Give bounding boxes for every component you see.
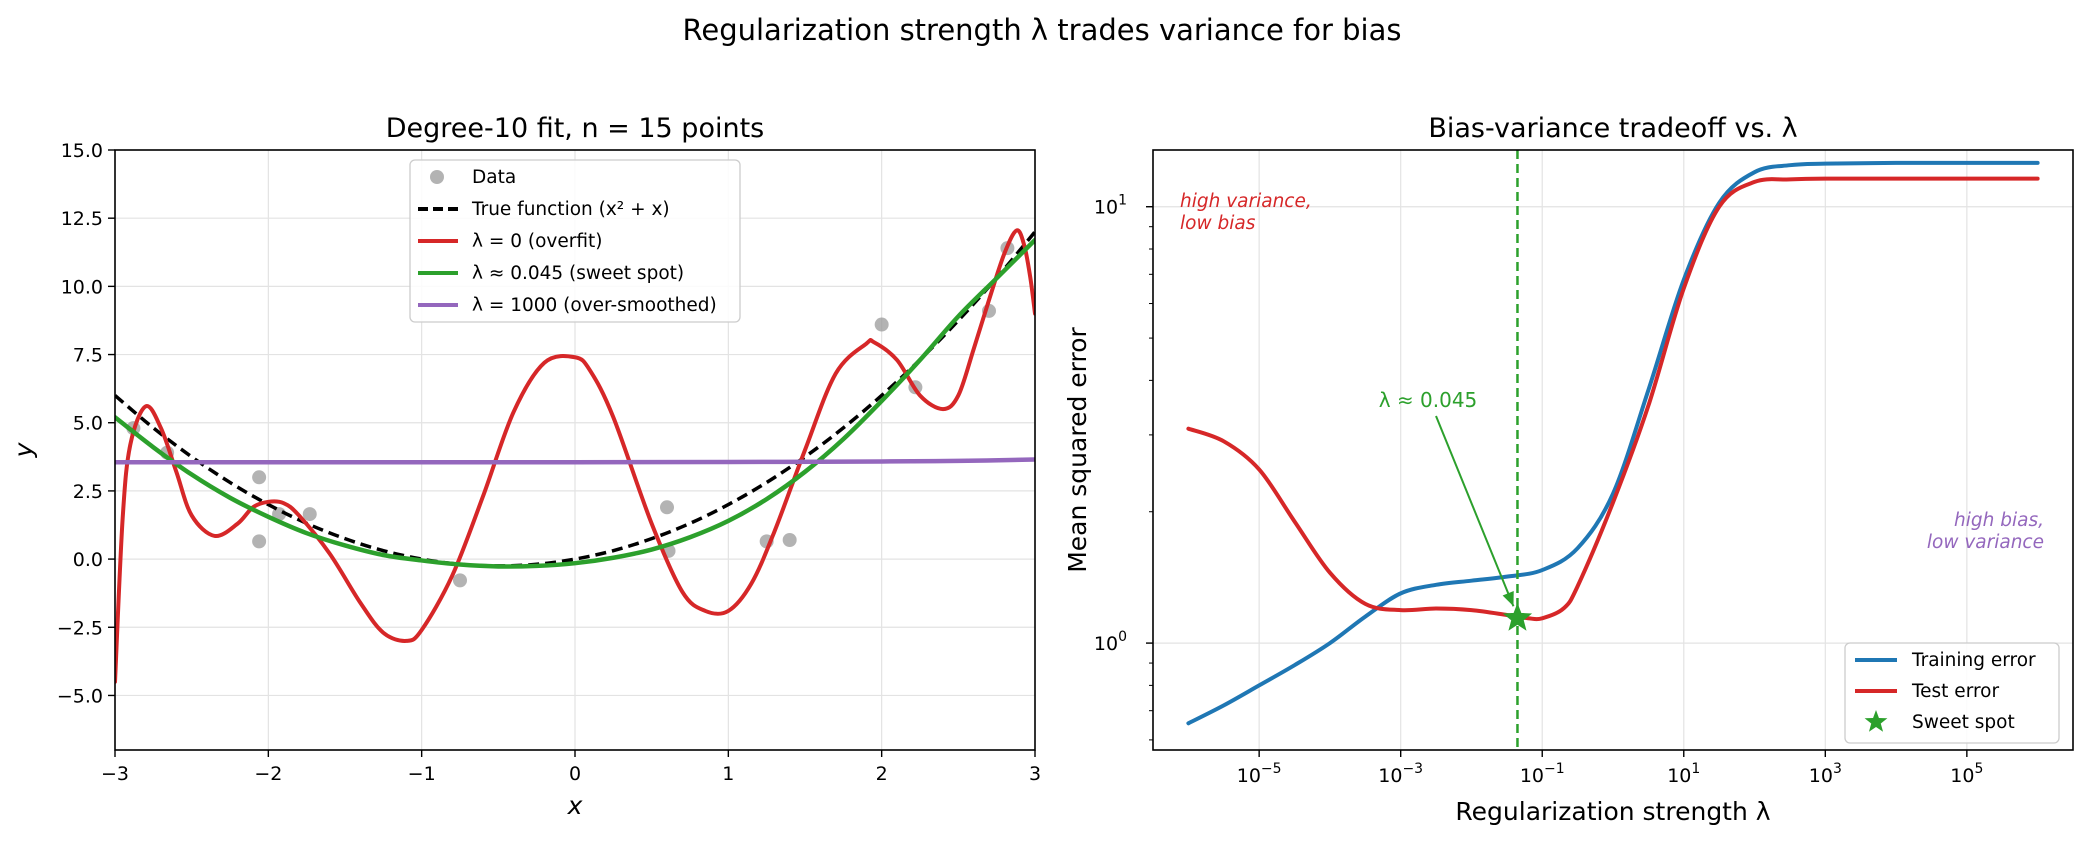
sweet-spot-arrow — [1435, 415, 1515, 607]
left-axes-frame — [114, 149, 1036, 751]
left-y-tick-label: 15.0 — [61, 140, 103, 162]
right-chart-title: Bias-variance tradeoff vs. λ — [1428, 113, 1797, 144]
right-series — [1186, 150, 2040, 750]
left-y-tick-label: −5.0 — [57, 685, 103, 707]
right-y-tick-label: 100 — [1094, 629, 1127, 655]
annotation-high-bias-line2: low variance — [1927, 532, 2044, 553]
left-chart-title: Degree-10 fit, n = 15 points — [386, 113, 764, 144]
sweet-spot-arrowhead — [1502, 591, 1514, 607]
annotation-high-bias-line1: high bias, — [1954, 510, 2044, 531]
sweet-spot-star — [1502, 602, 1533, 631]
left-y-tick-label: 12.5 — [61, 208, 103, 230]
right-y-tick-label: 101 — [1094, 193, 1127, 219]
right-x-axis-label: Regularization strength λ — [1455, 797, 1770, 826]
left-x-tick-label: −3 — [101, 763, 129, 785]
data-point — [302, 507, 317, 522]
left-x-tick-label: 0 — [569, 763, 581, 785]
overfit-line — [115, 228, 1035, 684]
data-point — [252, 534, 267, 549]
right-x-tick-label: 10−5 — [1237, 761, 1282, 787]
left-legend-box — [409, 159, 741, 323]
data-point — [453, 573, 467, 588]
left-tick-labels: −3 −2 −1 0 1 2 3 −5.0 −2.5 0.0 2.5 5.0 7.5 10.0 12.5 15… — [57, 140, 1041, 785]
test-error-line — [1186, 176, 2040, 622]
right-tick-labels: 10−5 10−3 10−1 101 103 105 100 101 — [1094, 193, 1984, 787]
left-x-axis-label: x — [567, 791, 583, 820]
figure-title: Regularization strength λ trades varianc… — [683, 13, 1402, 47]
annotation-high-variance-line1: high variance, — [1180, 191, 1312, 212]
annotation-sweet-spot-label: λ ≈ 0.045 — [1379, 388, 1478, 412]
data-point — [782, 533, 797, 547]
over-smoothed-line — [115, 457, 1035, 465]
legend-entry-label: λ = 1000 (over-smoothed) — [472, 295, 717, 316]
data-point — [252, 470, 267, 485]
right-gridlines — [1153, 150, 2073, 750]
left-y-tick-label: 0.0 — [73, 549, 103, 571]
left-y-tick-label: 7.5 — [73, 345, 103, 367]
legend-entry-label: λ ≈ 0.045 (sweet spot) — [472, 263, 684, 284]
left-y-axis-label: y — [9, 441, 38, 458]
right-legend: Training error Test error Sweet spot — [1844, 642, 2060, 744]
right-annotations: high variance, low bias high bias, low v… — [1180, 191, 2044, 607]
left-y-tick-label: 10.0 — [61, 276, 103, 298]
legend-entry-label: Training error — [1911, 650, 2036, 671]
legend-entry-label: Data — [472, 167, 516, 188]
left-x-tick-label: 3 — [1029, 763, 1041, 785]
legend-marker-data — [430, 170, 444, 184]
annotation-high-variance-line2: low bias — [1180, 213, 1256, 234]
sweet-spot-line — [115, 237, 1035, 569]
data-point — [660, 500, 674, 515]
left-y-tick-label: −2.5 — [57, 617, 103, 639]
left-x-tick-label: 1 — [722, 763, 734, 785]
legend-marker-star — [1864, 710, 1888, 732]
legend-entry-label: Sweet spot — [1912, 712, 2015, 733]
left-x-tick-label: −1 — [408, 763, 436, 785]
data-point — [874, 317, 889, 332]
right-x-tick-label: 10−1 — [1520, 761, 1565, 787]
legend-entry-label: λ = 0 (overfit) — [472, 231, 602, 252]
training-error-line — [1186, 160, 2040, 726]
right-x-tick-label: 101 — [1667, 761, 1700, 787]
right-x-tick-label: 103 — [1809, 761, 1842, 787]
left-y-tick-label: 2.5 — [73, 481, 103, 503]
left-chart: Degree-10 fit, n = 15 points −3 −2 −1 0 1 2 3−… — [9, 113, 1041, 820]
legend-entry-label: Test error — [1911, 681, 1999, 702]
right-axes-frame — [1152, 149, 2074, 751]
right-x-tick-label: 105 — [1950, 761, 1983, 787]
left-series — [115, 228, 1035, 684]
right-x-tick-label: 10−3 — [1378, 761, 1423, 787]
right-y-axis-label: Mean squared error — [1063, 326, 1092, 572]
true-function-line — [115, 230, 1035, 568]
left-x-tick-label: 2 — [876, 763, 888, 785]
legend-entry-label: True function (x² + x) — [471, 199, 670, 220]
left-legend: Data True function (x² + x) λ = 0 (overfit… — [409, 159, 741, 323]
left-x-tick-label: −2 — [254, 763, 282, 785]
left-y-tick-label: 5.0 — [73, 413, 103, 435]
right-chart: Bias-variance tradeoff vs. λ 10−5 10−3 10−… — [1063, 113, 2074, 826]
right-legend-box — [1844, 642, 2060, 744]
